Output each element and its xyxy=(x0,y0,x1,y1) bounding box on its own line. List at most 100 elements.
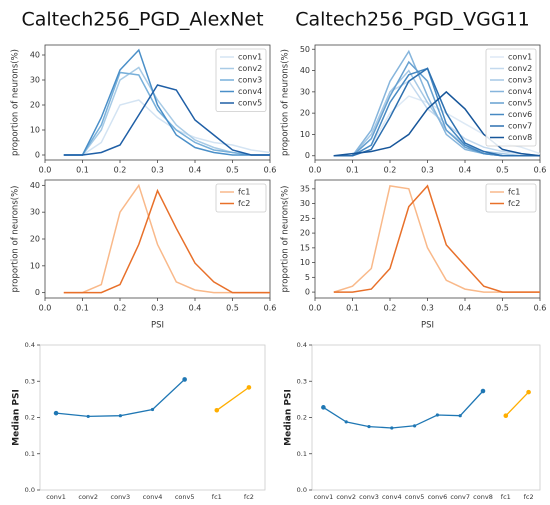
y-tick-label: 30 xyxy=(300,199,310,208)
y-tick-label: 10 xyxy=(30,261,40,270)
y-tick-label: 0.3 xyxy=(25,377,35,385)
y-axis-label: proportion of neurons(%) xyxy=(11,49,21,156)
y-tick-label: 0.2 xyxy=(25,414,35,422)
legend-box xyxy=(485,48,537,147)
x-tick-label: 0.2 xyxy=(384,166,397,175)
x-tick-label: 0.1 xyxy=(76,304,89,313)
x-tick-label: conv8 xyxy=(473,493,493,501)
x-axis-label: PSI xyxy=(151,321,164,331)
x-tick-label: 0.3 xyxy=(151,304,164,313)
y-tick-label: 10 xyxy=(300,130,310,139)
x-tick-label: fc2 xyxy=(244,493,254,501)
y-tick-label: 40 xyxy=(30,51,40,60)
x-tick-label: 0.4 xyxy=(459,304,472,313)
y-tick-label: 0.3 xyxy=(297,377,307,385)
y-axis-label: Median PSI xyxy=(284,389,294,446)
series-line xyxy=(63,48,270,156)
legend-label: conv4 xyxy=(508,87,532,96)
x-tick-label: conv4 xyxy=(382,493,402,501)
y-tick-label: 0.1 xyxy=(25,450,35,458)
y-tick-label: 20 xyxy=(300,109,310,118)
series-line xyxy=(333,90,541,157)
legend-label: fc2 xyxy=(508,199,520,208)
series-line xyxy=(63,188,270,294)
legend-label: conv5 xyxy=(508,99,532,108)
series-line xyxy=(63,99,271,156)
x-axis-label: PSI xyxy=(421,321,434,331)
legend-label: conv8 xyxy=(508,133,532,142)
y-axis-label: proportion of neurons(%) xyxy=(281,49,291,156)
legend-label: conv5 xyxy=(238,99,262,108)
chart-title: Caltech256_PGD_AlexNet xyxy=(21,9,263,31)
x-tick-label: 0.0 xyxy=(39,304,52,313)
point xyxy=(413,424,417,428)
plot-frame xyxy=(39,344,266,491)
y-tick-label: 0.1 xyxy=(297,450,307,458)
x-tick-label: conv7 xyxy=(450,493,470,501)
point xyxy=(480,388,486,394)
point xyxy=(214,407,220,413)
point xyxy=(435,413,439,417)
y-tick-label: 0 xyxy=(305,288,310,297)
x-tick-label: conv1 xyxy=(46,493,66,501)
point xyxy=(367,424,371,429)
x-tick-label: 0.1 xyxy=(76,166,89,175)
series-line xyxy=(56,378,186,418)
point xyxy=(118,414,122,418)
x-tick-label: 0.6 xyxy=(264,166,277,175)
series-line xyxy=(505,391,530,417)
x-tick-label: fc2 xyxy=(524,493,534,501)
x-tick-label: conv2 xyxy=(336,493,356,501)
y-axis-label: proportion of neurons(%) xyxy=(281,186,291,293)
y-tick-label: 30 xyxy=(30,76,40,85)
y-tick-label: 35 xyxy=(300,184,310,193)
legend-label: conv3 xyxy=(508,76,532,85)
series-line xyxy=(333,184,540,293)
x-tick-label: conv2 xyxy=(78,493,98,501)
x-tick-label: 0.1 xyxy=(346,304,359,313)
y-tick-label: 0.0 xyxy=(297,486,307,494)
x-tick-label: 0.2 xyxy=(114,304,127,313)
y-tick-label: 30 xyxy=(30,208,40,217)
legend-label: conv4 xyxy=(238,87,262,96)
x-tick-label: 0.6 xyxy=(534,304,547,313)
point xyxy=(86,414,90,419)
x-tick-label: 0.0 xyxy=(39,166,52,175)
point xyxy=(246,385,252,390)
series-line xyxy=(216,386,250,411)
y-axis-label: Median PSI xyxy=(12,389,22,446)
legend-box xyxy=(215,183,267,213)
y-tick-label: 20 xyxy=(30,101,40,110)
y-tick-label: 0 xyxy=(305,151,310,160)
x-tick-label: conv3 xyxy=(111,493,131,501)
x-tick-label: 0.0 xyxy=(309,304,322,313)
y-tick-label: 40 xyxy=(300,66,310,75)
y-tick-label: 10 xyxy=(300,258,310,267)
legend-label: conv6 xyxy=(508,110,532,119)
point xyxy=(458,414,462,418)
x-tick-label: 0.4 xyxy=(189,304,202,313)
legend-label: conv1 xyxy=(508,53,532,62)
x-tick-label: 0.4 xyxy=(459,166,472,175)
x-tick-label: 0.4 xyxy=(189,166,202,175)
legend-label: conv3 xyxy=(238,76,262,85)
x-tick-label: fc1 xyxy=(501,493,511,501)
x-tick-label: 0.3 xyxy=(151,166,164,175)
legend-label: fc1 xyxy=(238,188,250,197)
x-tick-label: conv5 xyxy=(175,493,195,501)
x-tick-label: 0.3 xyxy=(421,304,434,313)
point xyxy=(390,426,394,430)
x-tick-label: conv3 xyxy=(359,493,379,501)
x-tick-label: 0.2 xyxy=(114,166,127,175)
x-tick-label: 0.2 xyxy=(384,304,397,313)
x-tick-label: 0.1 xyxy=(346,166,359,175)
y-tick-label: 15 xyxy=(300,243,310,252)
y-tick-label: 0.2 xyxy=(297,414,307,422)
x-tick-label: 0.5 xyxy=(496,166,509,175)
x-tick-label: 0.5 xyxy=(226,166,239,175)
legend-label: conv2 xyxy=(238,64,262,73)
x-tick-label: 0.3 xyxy=(421,166,434,175)
legend-box xyxy=(215,48,267,112)
point xyxy=(503,413,509,418)
y-tick-label: 10 xyxy=(30,126,40,135)
